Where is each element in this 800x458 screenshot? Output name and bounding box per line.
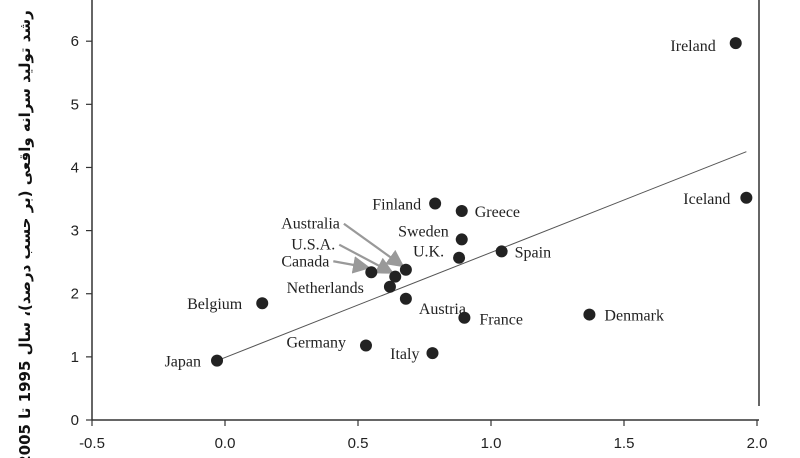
point-greece <box>455 205 468 218</box>
label-germany: Germany <box>286 335 346 352</box>
label-denmark: Denmark <box>604 308 664 325</box>
label-u-s-a: U.S.A. <box>291 237 335 254</box>
arrow-australia <box>343 222 405 268</box>
label-france: France <box>479 312 523 329</box>
label-u-k: U.K. <box>413 244 444 261</box>
callout-arrows <box>333 222 405 274</box>
label-spain: Spain <box>515 244 551 261</box>
data-points <box>211 37 753 367</box>
y-tick-label: 2 <box>71 286 79 303</box>
point-iceland <box>740 191 753 204</box>
y-tick-label: 5 <box>71 96 79 113</box>
point-denmark <box>583 308 596 321</box>
label-japan: Japan <box>165 354 201 371</box>
label-ireland: Ireland <box>670 38 715 55</box>
point-u-s-a <box>389 270 402 283</box>
label-canada: Canada <box>281 253 329 270</box>
label-australia: Australia <box>281 216 340 233</box>
x-tick-label: 1.0 <box>481 435 502 452</box>
axes <box>86 0 760 426</box>
label-netherlands: Netherlands <box>287 280 364 297</box>
tick-labels: -0.5 0.0 0.5 1.0 1.5 2.0 0 1 2 3 4 5 6 <box>71 33 768 452</box>
label-belgium: Belgium <box>187 296 243 313</box>
point-ireland <box>729 37 742 50</box>
point-spain <box>495 245 508 258</box>
x-tick-label: -0.5 <box>79 435 105 452</box>
point-japan <box>211 354 224 367</box>
point-u-k <box>453 251 466 264</box>
label-iceland: Iceland <box>683 191 730 208</box>
x-tick-label: 0.5 <box>348 435 369 452</box>
label-finland: Finland <box>372 196 421 213</box>
point-canada <box>365 266 378 279</box>
point-italy <box>426 347 439 360</box>
point-germany <box>359 339 372 352</box>
label-greece: Greece <box>475 204 520 221</box>
label-sweden: Sweden <box>398 223 449 240</box>
y-tick-label: 1 <box>71 349 79 366</box>
point-sweden <box>455 233 468 246</box>
point-labels: Ireland Iceland Finland Greece Sweden Spain U.… <box>165 38 731 371</box>
trend-line <box>216 151 747 362</box>
x-tick-label: 1.5 <box>614 435 635 452</box>
label-italy: Italy <box>390 346 419 363</box>
y-tick-label: 0 <box>71 412 79 429</box>
point-australia <box>399 263 412 276</box>
x-tick-label: 0.0 <box>215 435 236 452</box>
point-finland <box>429 197 442 210</box>
x-tick-label: 2.0 <box>747 435 768 452</box>
y-tick-label: 3 <box>71 223 79 240</box>
arrow-canada <box>333 256 371 274</box>
point-austria <box>399 292 412 305</box>
label-austria: Austria <box>419 301 466 318</box>
point-france <box>458 311 471 324</box>
point-belgium <box>256 297 269 310</box>
point-netherlands <box>383 280 396 293</box>
y-tick-label: 4 <box>71 159 79 176</box>
y-axis-label: رشد تولید سرانه واقعی (بر حسب درصد)، سال… <box>16 10 34 458</box>
y-tick-label: 6 <box>71 33 79 50</box>
